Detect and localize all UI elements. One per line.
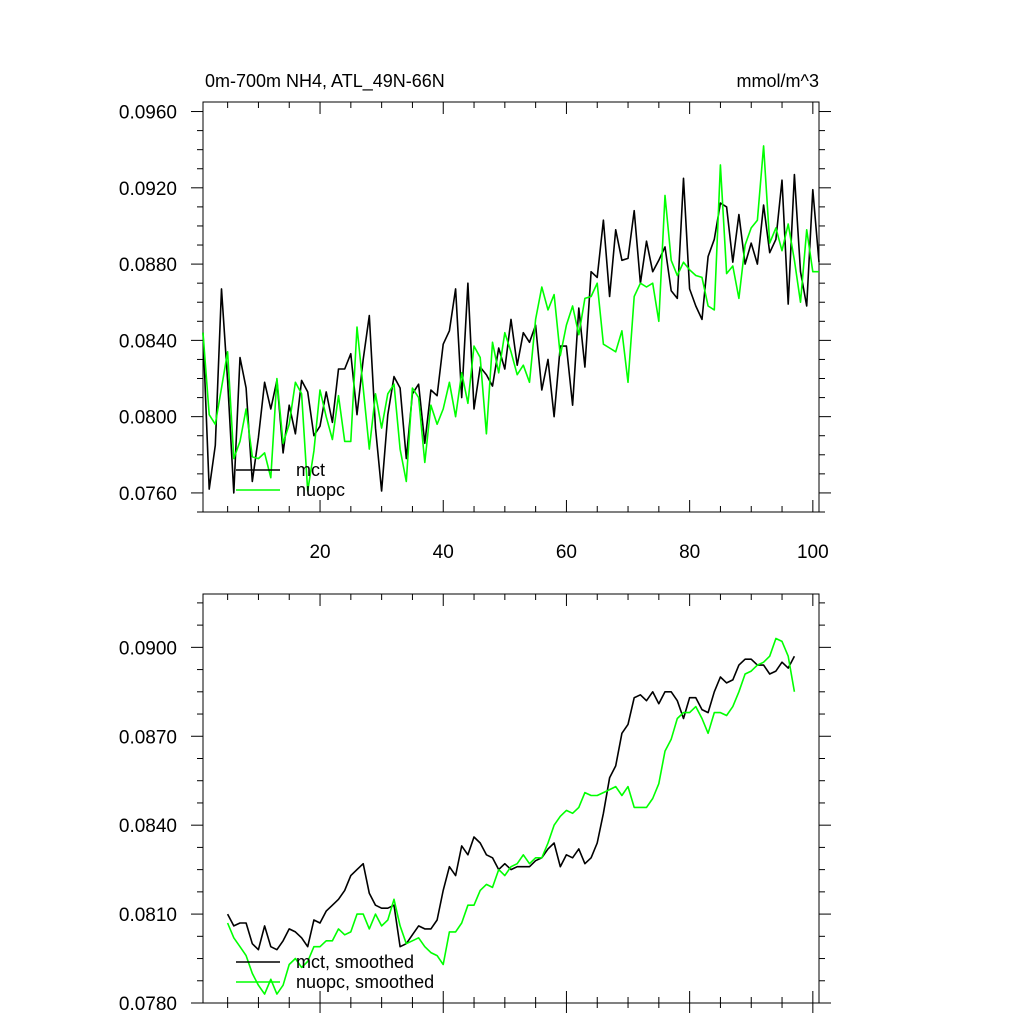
- chart-0-plot-frame: [202, 101, 820, 513]
- chart-0-x-tick-label: 60: [556, 542, 577, 563]
- chart-0-y-tick-label: 0.0760: [119, 484, 177, 505]
- raw-timeseries-panel: 20 40 60 80 100 0.0760 0.0800 0.0840 0.0880 0.092…: [119, 101, 831, 563]
- chart-title: 0m-700m NH4, ATL_49N-66N: [205, 71, 445, 92]
- chart-1-plot-frame: [202, 593, 820, 1004]
- chart-0-y-tick-label: 0.0840: [119, 331, 177, 352]
- chart-0-x-tick-label: 20: [309, 542, 330, 563]
- chart-0-y-tick-label: 0.0960: [119, 103, 177, 124]
- chart-1-y-tick-label: 0.0900: [119, 638, 177, 659]
- units-label: mmol/m^3: [737, 71, 819, 91]
- chart-0-legend-label: nuopc: [296, 480, 345, 500]
- chart-0-y-tick-label: 0.0800: [119, 408, 177, 429]
- chart-0-legend-label: mct: [296, 460, 325, 480]
- chart-0-x-tick-label: 80: [679, 542, 700, 563]
- chart-0-series-line-mct: [202, 173, 820, 494]
- chart-1-y-tick-label: 0.0810: [119, 905, 177, 926]
- chart-0-x-tick-label: 100: [797, 542, 829, 563]
- chart-0-y-tick-label: 0.0880: [119, 255, 177, 276]
- chart-1-legend-label: mct, smoothed: [296, 952, 414, 972]
- chart-0-y-tick-label: 0.0920: [119, 179, 177, 200]
- chart-1-series-line-nuopc-smoothed: [226, 637, 796, 995]
- chart-0-x-tick-label: 40: [433, 542, 454, 563]
- chart-1-y-tick-label: 0.0780: [119, 994, 177, 1015]
- chart-0-series-line-nuopc: [202, 145, 819, 492]
- chart-1-legend-label: nuopc, smoothed: [296, 972, 434, 992]
- chart-1-series-line-mct-smoothed: [226, 655, 796, 951]
- chart-1-y-tick-label: 0.0870: [119, 727, 177, 748]
- smoothed-timeseries-panel: 0.0780 0.0810 0.0840 0.0870 0.0900 mct, smoot…: [119, 593, 831, 1015]
- chart-1-y-tick-label: 0.0840: [119, 816, 177, 837]
